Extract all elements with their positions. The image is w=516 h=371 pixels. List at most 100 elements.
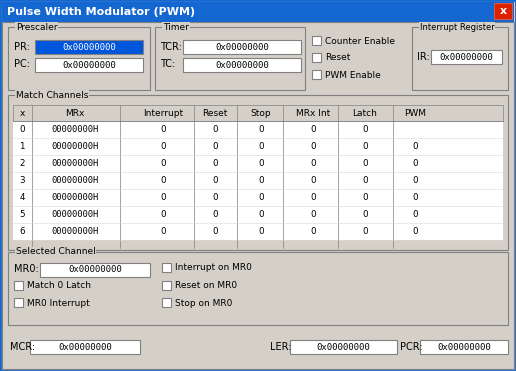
Bar: [14, 298, 23, 307]
Text: 0: 0: [160, 210, 166, 219]
Text: 00000000H: 00000000H: [52, 176, 99, 185]
Text: IR:: IR:: [417, 52, 430, 62]
Bar: [312, 36, 321, 45]
Text: TC:: TC:: [160, 59, 175, 69]
Bar: [2, 2, 514, 22]
Text: 0: 0: [362, 210, 368, 219]
Text: 0: 0: [160, 176, 166, 185]
Text: 0: 0: [362, 142, 368, 151]
Bar: [162, 281, 171, 290]
Text: 0: 0: [310, 176, 316, 185]
Text: 0x00000000: 0x00000000: [215, 43, 269, 52]
Text: 0: 0: [212, 176, 218, 185]
Text: 0x00000000: 0x00000000: [68, 266, 122, 275]
Bar: [13, 206, 503, 223]
Text: 0: 0: [212, 142, 218, 151]
Bar: [183, 40, 301, 54]
Text: 0: 0: [160, 159, 166, 168]
Text: 0: 0: [212, 159, 218, 168]
Text: PC:: PC:: [14, 59, 30, 69]
Bar: [30, 340, 140, 354]
Text: Stop on MR0: Stop on MR0: [175, 299, 232, 308]
Text: Counter Enable: Counter Enable: [325, 36, 395, 46]
Text: Match Channels: Match Channels: [16, 91, 88, 99]
Text: Timer: Timer: [163, 23, 189, 32]
Text: x: x: [19, 108, 25, 118]
Text: 3: 3: [19, 176, 25, 185]
Text: Interrupt: Interrupt: [143, 108, 183, 118]
Bar: [35, 40, 143, 54]
Text: 0: 0: [310, 210, 316, 219]
Bar: [420, 340, 508, 354]
Bar: [8, 252, 508, 325]
Bar: [13, 121, 503, 138]
Text: PCR:: PCR:: [400, 342, 423, 352]
Text: Interrupt on MR0: Interrupt on MR0: [175, 263, 252, 273]
Text: MRx Int: MRx Int: [296, 108, 330, 118]
Text: 0x00000000: 0x00000000: [62, 60, 116, 69]
Text: 0: 0: [258, 227, 264, 236]
Text: 0: 0: [362, 159, 368, 168]
Text: 0: 0: [412, 159, 418, 168]
Text: 2: 2: [19, 159, 25, 168]
Bar: [13, 155, 503, 172]
Text: Reset: Reset: [202, 108, 228, 118]
Bar: [162, 298, 171, 307]
Text: 0: 0: [310, 159, 316, 168]
Text: 00000000H: 00000000H: [52, 142, 99, 151]
Text: 0: 0: [212, 193, 218, 202]
Bar: [312, 70, 321, 79]
Text: 0x00000000: 0x00000000: [58, 342, 112, 351]
Text: 0: 0: [362, 193, 368, 202]
Text: 00000000H: 00000000H: [52, 227, 99, 236]
Text: 0: 0: [19, 125, 25, 134]
Text: 0: 0: [212, 125, 218, 134]
Text: Interrupt Register: Interrupt Register: [420, 23, 495, 32]
Text: 5: 5: [19, 210, 25, 219]
Bar: [40, 263, 150, 277]
Text: Reset on MR0: Reset on MR0: [175, 282, 237, 290]
Bar: [155, 27, 305, 90]
Text: 0: 0: [258, 176, 264, 185]
Text: 0: 0: [258, 193, 264, 202]
Text: 0: 0: [160, 193, 166, 202]
Bar: [13, 105, 503, 121]
Text: Reset: Reset: [325, 53, 350, 62]
Text: PWM: PWM: [404, 108, 426, 118]
Text: Stop: Stop: [251, 108, 271, 118]
Bar: [494, 3, 512, 19]
Bar: [13, 189, 503, 206]
Text: MR0 Interrupt: MR0 Interrupt: [27, 299, 90, 308]
Text: 0: 0: [310, 227, 316, 236]
Text: 0: 0: [412, 142, 418, 151]
Text: 0: 0: [362, 227, 368, 236]
Text: x: x: [499, 6, 507, 16]
Text: 0x00000000: 0x00000000: [437, 342, 491, 351]
Text: 0: 0: [258, 159, 264, 168]
Text: 6: 6: [19, 227, 25, 236]
Text: 0: 0: [258, 125, 264, 134]
Text: 0x00000000: 0x00000000: [317, 342, 370, 351]
Text: LER:: LER:: [270, 342, 292, 352]
Bar: [13, 138, 503, 155]
Text: 0: 0: [412, 193, 418, 202]
Bar: [412, 27, 508, 90]
Text: 0: 0: [160, 125, 166, 134]
Text: 0: 0: [258, 142, 264, 151]
Text: 0: 0: [412, 176, 418, 185]
Text: 4: 4: [19, 193, 25, 202]
Text: 0: 0: [258, 210, 264, 219]
Bar: [162, 263, 171, 272]
Bar: [183, 58, 301, 72]
Text: 0x00000000: 0x00000000: [62, 43, 116, 52]
Text: PWM Enable: PWM Enable: [325, 70, 381, 79]
Text: 00000000H: 00000000H: [52, 193, 99, 202]
Text: 00000000H: 00000000H: [52, 125, 99, 134]
Text: Match 0 Latch: Match 0 Latch: [27, 282, 91, 290]
Text: 0: 0: [160, 142, 166, 151]
Text: 0: 0: [412, 227, 418, 236]
Bar: [431, 50, 502, 64]
Text: 0x00000000: 0x00000000: [440, 53, 493, 62]
Bar: [13, 223, 503, 240]
Text: TCR:: TCR:: [160, 42, 182, 52]
